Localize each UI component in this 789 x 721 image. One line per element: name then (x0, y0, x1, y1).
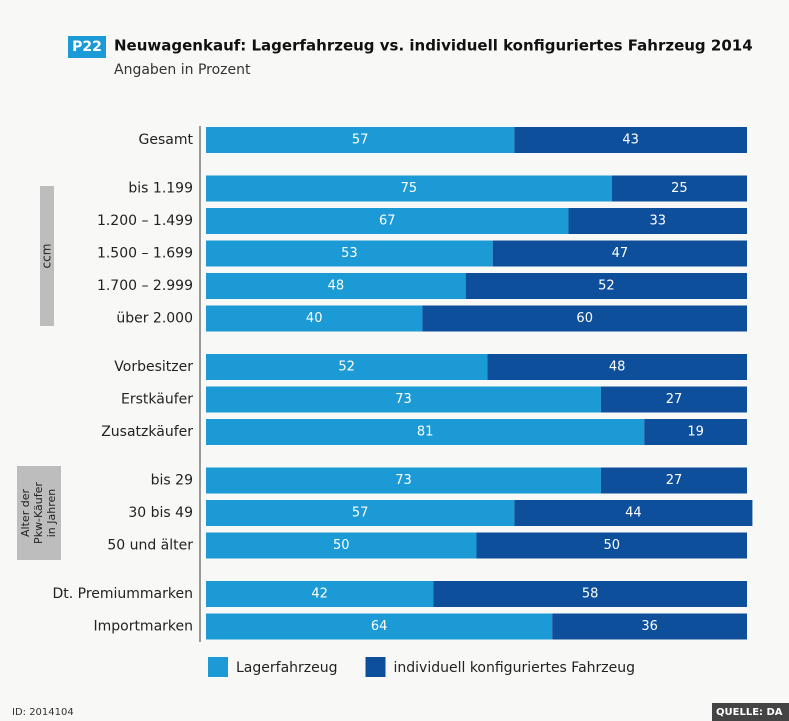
bar-segment (206, 386, 601, 413)
group-label: Alter der (19, 489, 32, 537)
source: QUELLE: DA (716, 707, 783, 718)
category-label: über 2.000 (116, 311, 193, 327)
bar-segment (206, 240, 493, 267)
value-label: 57 (352, 506, 369, 521)
value-label: 81 (417, 425, 434, 440)
bar-segment (206, 273, 466, 299)
category-label: 1.200 – 1.499 (97, 213, 193, 229)
category-label: Dt. Premiummarken (52, 586, 193, 602)
value-label: 19 (687, 425, 704, 440)
value-label: 53 (341, 246, 358, 261)
bar-segment (514, 127, 747, 153)
bar-segment (487, 354, 747, 380)
bar-segment (206, 419, 645, 445)
chart-title: Neuwagenkauf: Lagerfahrzeug vs. individu… (114, 37, 753, 55)
category-label: Vorbesitzer (114, 359, 193, 375)
category-label: bis 1.199 (128, 181, 193, 197)
bar-segment (568, 208, 747, 234)
badge-box (68, 36, 106, 58)
value-label: 60 (576, 311, 593, 326)
bar-segment (206, 208, 569, 234)
group-box (17, 466, 61, 560)
bar-segment (206, 175, 612, 202)
bar-segment (206, 532, 477, 559)
value-label: 40 (306, 311, 323, 326)
chart-subtitle: Angaben in Prozent (114, 62, 251, 78)
value-label: 64 (371, 619, 388, 634)
category-label: 1.500 – 1.699 (97, 246, 193, 262)
source-box (712, 703, 789, 721)
value-label: 58 (582, 587, 599, 602)
legend-label: individuell konfiguriertes Fahrzeug (394, 660, 636, 676)
value-label: 50 (333, 538, 350, 553)
category-label: Gesamt (139, 132, 194, 148)
value-label: 44 (625, 506, 642, 521)
value-label: 43 (622, 133, 639, 148)
bar-segment (476, 532, 747, 559)
legend-swatch (365, 657, 386, 677)
bar-segment (206, 354, 488, 380)
group-label: Pkw-Käufer (32, 482, 45, 544)
bar-segment (206, 127, 515, 153)
bar-segment (206, 467, 601, 494)
bar-segment (552, 613, 747, 640)
bar-segment (206, 581, 434, 607)
badge: P22 (72, 39, 102, 55)
value-label: 50 (603, 538, 620, 553)
value-label: 73 (395, 473, 412, 488)
category-label: bis 29 (151, 473, 193, 489)
legend-label: Lagerfahrzeug (236, 660, 338, 676)
bar-segment (514, 500, 753, 526)
value-label: 48 (328, 279, 345, 294)
value-label: 52 (338, 360, 355, 375)
category-label: 30 bis 49 (128, 505, 193, 521)
value-label: 57 (352, 133, 369, 148)
bar-segment (644, 419, 747, 445)
value-label: 75 (401, 181, 418, 196)
value-label: 27 (666, 392, 683, 407)
value-label: 36 (641, 619, 658, 634)
bar-segment (465, 273, 747, 299)
bar-segment (600, 467, 747, 494)
group-label: in Jahren (45, 489, 58, 538)
category-label: 50 und älter (107, 538, 193, 554)
value-label: 25 (671, 181, 688, 196)
bar-segment (422, 305, 747, 332)
value-label: 27 (666, 473, 683, 488)
bar-segment (492, 240, 747, 267)
bar-segment (433, 581, 747, 607)
bar-segment (600, 386, 747, 413)
value-label: 47 (612, 246, 629, 261)
category-label: Zusatzkäufer (101, 424, 193, 440)
group-label: ccm (40, 244, 54, 269)
value-label: 73 (395, 392, 412, 407)
bar-segment (611, 175, 747, 202)
category-label: 1.700 – 2.999 (97, 278, 193, 294)
bar-segment (206, 613, 553, 640)
value-label: 48 (609, 360, 626, 375)
footer-id: ID: 2014104 (12, 707, 74, 718)
value-label: 67 (379, 214, 396, 229)
category-label: Erstkäufer (121, 392, 193, 408)
value-label: 42 (311, 587, 328, 602)
value-label: 33 (649, 214, 666, 229)
legend-swatch (208, 657, 228, 677)
bar-segment (206, 305, 423, 332)
category-label: Importmarken (93, 619, 193, 635)
bar-segment (206, 500, 515, 526)
value-label: 52 (598, 279, 615, 294)
group-box (40, 186, 54, 326)
